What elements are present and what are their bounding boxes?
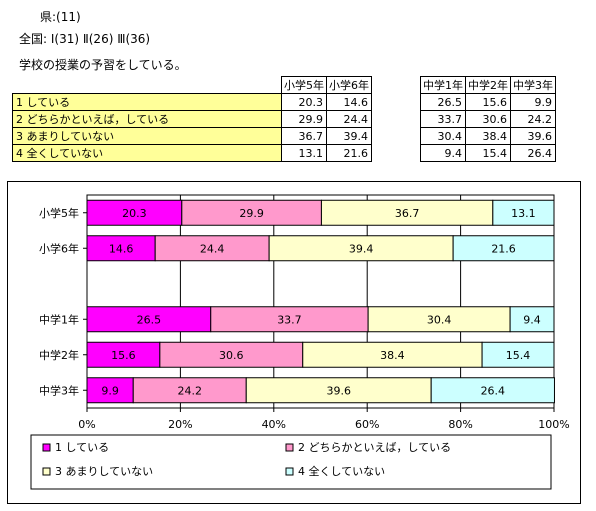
table-cell: 26.4 <box>510 144 556 162</box>
table-cell: 30.6 <box>465 110 511 128</box>
bar-value-label: 24.2 <box>177 384 202 397</box>
bar-segment <box>86 377 134 404</box>
bar-segment <box>367 306 511 333</box>
legend-swatch <box>42 443 51 452</box>
category-label: 小学5年 <box>39 206 79 220</box>
table-cell: 26.5 <box>420 93 466 111</box>
data-table: 小学5年 小学6年 中学1年 中学2年 中学3年 1 している 20.3 14.… <box>12 76 556 162</box>
legend-label: 3 あまりしていない <box>55 465 153 478</box>
x-tick-label: 20% <box>168 418 192 431</box>
bar-segment <box>268 235 454 262</box>
bar-value-label: 15.4 <box>506 349 531 362</box>
column-header: 小学6年 <box>326 76 372 94</box>
category-label: 中学3年 <box>39 383 79 397</box>
table-cell: 21.6 <box>326 144 372 162</box>
bar-value-label: 21.6 <box>491 242 516 255</box>
x-tick-label: 0% <box>78 418 95 431</box>
bar-segment <box>452 235 555 262</box>
table-cell: 15.4 <box>465 144 511 162</box>
bar-segment <box>132 377 247 404</box>
bar-value-label: 15.6 <box>111 349 136 362</box>
bar-value-label: 14.6 <box>109 242 134 255</box>
chart-area: 0% 20% 40% 60% 80% 100% 小学5年 20.3 29.9 36.7 13.1 小学… <box>7 181 581 504</box>
row-label: 1 している <box>12 93 282 111</box>
column-header: 中学2年 <box>465 76 511 94</box>
bar-value-label: 39.6 <box>326 384 351 397</box>
bar-value-label: 26.4 <box>481 384 506 397</box>
legend-label: 2 どちらかといえば，している <box>298 441 451 454</box>
bar-segment <box>302 341 483 368</box>
bar-segment <box>86 306 212 333</box>
category-label: 中学1年 <box>39 312 79 326</box>
x-tick-label: 60% <box>355 418 379 431</box>
row-label: 2 どちらかといえば，している <box>12 110 282 128</box>
table-row: 1 している 20.3 14.6 26.5 15.6 9.9 <box>12 93 556 111</box>
bar-value-label: 29.9 <box>239 207 264 220</box>
bar-segment <box>159 341 304 368</box>
bar-value-label: 13.1 <box>511 207 536 220</box>
header-line-2: 全国: Ⅰ(31) Ⅱ(26) Ⅲ(36) <box>19 32 151 46</box>
table-cell: 15.6 <box>465 93 511 111</box>
bar-value-label: 9.4 <box>523 313 541 326</box>
bar-value-label: 24.4 <box>200 242 225 255</box>
legend-swatch <box>285 443 294 452</box>
x-tick-label: 80% <box>448 418 472 431</box>
bar-segment <box>86 341 161 368</box>
legend-label: 1 している <box>55 441 109 454</box>
bar-segment <box>509 306 555 333</box>
bar-segment <box>86 235 156 262</box>
table-row: 3 あまりしていない 36.7 39.4 30.4 38.4 39.6 <box>12 127 556 145</box>
table-cell: 20.3 <box>281 93 327 111</box>
bar-segment <box>430 377 555 404</box>
bar-value-label: 33.7 <box>277 313 302 326</box>
legend-swatch <box>42 467 51 476</box>
bar-value-label: 36.7 <box>395 207 420 220</box>
stacked-bar-chart: 0% 20% 40% 60% 80% 100% 小学5年 20.3 29.9 36.7 13.1 小学… <box>30 194 570 490</box>
table-cell: 9.9 <box>510 93 556 111</box>
table-cell: 39.6 <box>510 127 556 145</box>
table-cell: 39.4 <box>326 127 372 145</box>
row-label: 3 あまりしていない <box>12 127 282 145</box>
table-cell: 9.4 <box>420 144 466 162</box>
bar-segment <box>492 199 555 226</box>
category-label: 小学6年 <box>39 241 79 255</box>
x-tick-label: 100% <box>538 418 569 431</box>
column-header: 中学1年 <box>420 76 466 94</box>
plot-frame <box>86 194 555 409</box>
table-cell: 36.7 <box>281 127 327 145</box>
bar-value-label: 26.5 <box>137 313 162 326</box>
table-cell: 14.6 <box>326 93 372 111</box>
table-cell: 24.2 <box>510 110 556 128</box>
bar-segment <box>181 199 322 226</box>
column-header: 中学3年 <box>510 76 556 94</box>
bar-segment <box>210 306 369 333</box>
table-cell: 13.1 <box>281 144 327 162</box>
header-line-1: 県:(11) <box>40 10 81 24</box>
bar-value-label: 30.4 <box>427 313 452 326</box>
bar-value-label: 39.4 <box>349 242 374 255</box>
table-cell: 30.4 <box>420 127 466 145</box>
bar-value-label: 20.3 <box>122 207 147 220</box>
x-tick-label: 40% <box>262 418 286 431</box>
bar-segment <box>154 235 270 262</box>
question-text: 学校の授業の予習をしている。 <box>19 58 187 72</box>
legend-label: 4 全くしていない <box>298 464 385 478</box>
table-cell: 24.4 <box>326 110 372 128</box>
column-header: 小学5年 <box>281 76 327 94</box>
table-row: 4 全くしていない 13.1 21.6 9.4 15.4 26.4 <box>12 144 556 162</box>
legend-swatch <box>285 467 294 476</box>
bar-segment <box>481 341 555 368</box>
bar-value-label: 38.4 <box>380 349 405 362</box>
table-header-row: 小学5年 小学6年 中学1年 中学2年 中学3年 <box>12 76 556 94</box>
table-cell: 29.9 <box>281 110 327 128</box>
table-cell: 33.7 <box>420 110 466 128</box>
table-row: 2 どちらかといえば，している 29.9 24.4 33.7 30.6 24.2 <box>12 110 556 128</box>
bar-value-label: 30.6 <box>219 349 244 362</box>
category-label: 中学2年 <box>39 348 79 362</box>
bar-value-label: 9.9 <box>101 384 119 397</box>
bar-segment <box>86 199 183 226</box>
table-cell: 38.4 <box>465 127 511 145</box>
row-label: 4 全くしていない <box>12 144 282 162</box>
bar-segment <box>245 377 432 404</box>
